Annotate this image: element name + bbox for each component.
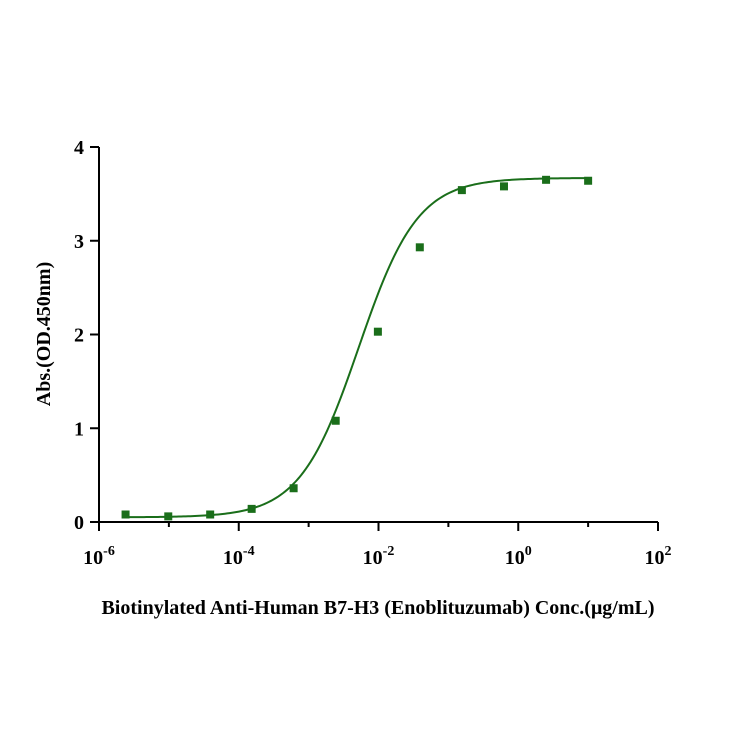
y-tick-label: 0 (74, 512, 84, 534)
x-tick-base: 10 (363, 547, 383, 569)
x-tick-label: 102 (645, 544, 672, 569)
data-point (542, 175, 551, 184)
data-point (331, 416, 340, 425)
x-ticks: 10-6 10-4 10-2 100 102 (83, 522, 672, 569)
x-axis-label: Biotinylated Anti-Human B7-H3 (Enoblituz… (101, 597, 654, 619)
data-point (373, 327, 382, 336)
y-tick-label: 4 (74, 137, 84, 159)
data-point (289, 484, 298, 493)
y-tick-label: 2 (74, 325, 84, 347)
data-point (584, 176, 593, 185)
x-tick-exponent: -4 (243, 544, 255, 559)
y-tick-label: 1 (74, 418, 84, 440)
x-tick-base: 10 (505, 547, 525, 569)
data-point (499, 182, 508, 191)
fit-curve (125, 177, 589, 519)
data-point (206, 510, 215, 519)
x-tick-label: 10-2 (363, 544, 395, 569)
x-tick-exponent: -2 (383, 544, 395, 559)
y-tick-label: 3 (74, 231, 84, 253)
x-tick-exponent: 2 (665, 544, 672, 559)
x-tick-label: 10-4 (223, 544, 255, 569)
data-point (164, 512, 173, 521)
data-point (247, 504, 256, 513)
x-tick-exponent: -6 (103, 544, 115, 559)
x-tick-exponent: 0 (525, 544, 532, 559)
x-tick-label: 100 (505, 544, 532, 569)
y-axis-label: Abs.(OD.450nm) (33, 262, 55, 406)
x-tick-base: 10 (645, 547, 665, 569)
data-points (121, 175, 593, 521)
x-tick-base: 10 (223, 547, 243, 569)
data-point (457, 186, 466, 195)
data-point (415, 243, 424, 252)
x-tick-label: 10-6 (83, 544, 115, 569)
x-tick-base: 10 (83, 547, 103, 569)
data-point (121, 510, 130, 519)
y-ticks: 0 1 2 3 4 (74, 137, 99, 534)
